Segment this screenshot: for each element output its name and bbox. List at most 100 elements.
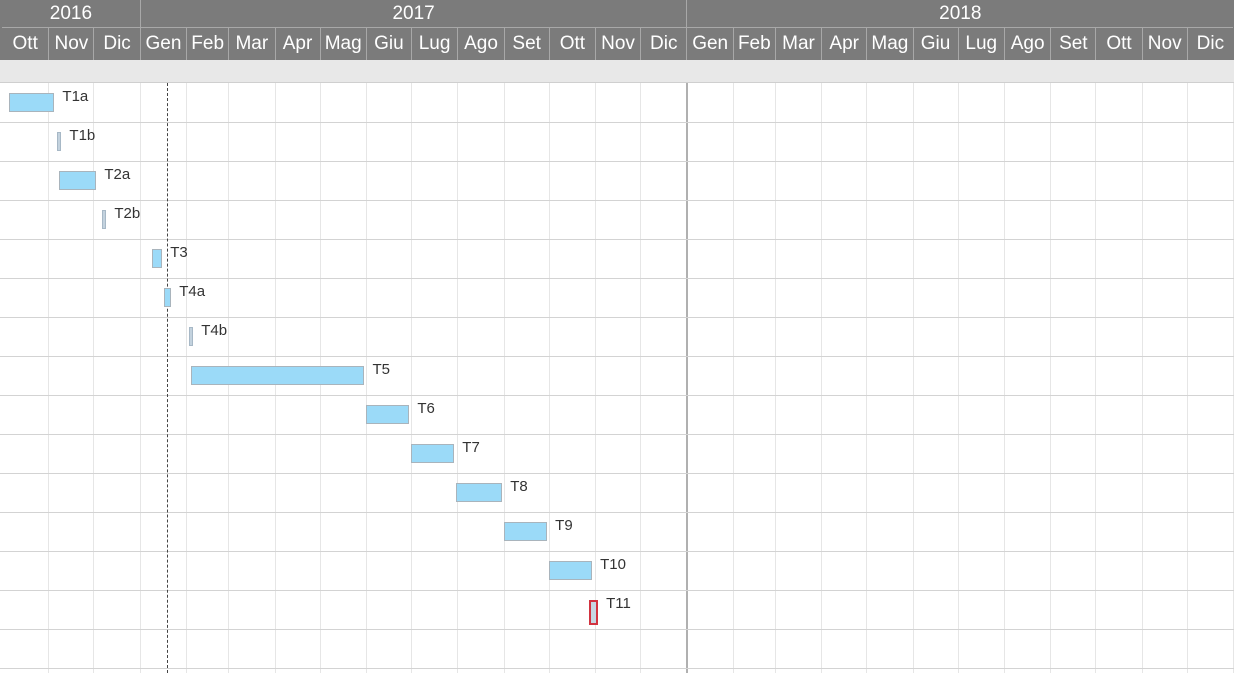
month-header-cell: Mar [774,28,821,60]
task-label: T1a [62,88,89,105]
month-gridline [93,83,95,673]
month-gridline [595,83,597,673]
row-gridline [0,590,1234,591]
task-label: T4a [179,283,206,300]
month-header-cell: Mag [319,28,366,60]
row-gridline [0,395,1234,396]
task-label: T2b [114,205,141,222]
month-header-cell: Ott [12,33,38,54]
task-label: T9 [555,517,573,534]
month-header-cell: Giu [912,28,958,60]
month-header-cell: Set [503,28,549,60]
month-header-cell: Ago [457,28,503,60]
month-gridline [957,83,959,673]
month-gridline [686,83,689,673]
month-gridline [774,83,776,673]
task-label: T10 [600,556,626,573]
task-label: T11 [606,595,631,612]
row-gridline [0,434,1234,435]
task-bar[interactable] [151,249,163,268]
task-bar[interactable] [163,288,172,307]
task-bar[interactable] [58,171,97,190]
month-gridline [1003,83,1005,673]
task-bar[interactable] [589,600,599,625]
task-bar[interactable] [102,210,107,229]
month-header-cell: Feb [186,28,228,60]
timeline-subheader-band [0,60,1234,83]
month-header-cell: Apr [821,28,866,60]
month-gridline [410,83,412,673]
year-header-cell: 2016 [2,0,140,28]
month-header-cell: Feb [732,28,775,60]
month-gridline [1186,83,1188,673]
month-header-cell: Dic [93,28,139,60]
month-gridline [457,83,459,673]
month-header-cell: Ago [1003,28,1050,60]
row-gridline [0,629,1234,630]
month-header-cell: Lug [957,28,1004,60]
month-header-cell: Apr [274,28,320,60]
month-header-cell: Ott [548,28,595,60]
task-bar[interactable] [9,93,55,112]
task-label: T8 [510,478,528,495]
task-bar[interactable] [503,522,548,541]
task-label: T5 [372,361,390,378]
task-bar[interactable] [548,561,593,580]
month-header-cell: Gen [139,28,186,60]
task-label: T7 [462,439,480,456]
row-gridline [0,278,1234,279]
year-header-cell: 2018 [686,0,1234,28]
month-header-cell: Mar [228,28,274,60]
month-header-cell: Ott [1095,28,1141,60]
month-header-cell: Nov [595,28,640,60]
month-gridline [1095,83,1097,673]
year-header-cell: 2017 [139,0,687,28]
task-label: T4b [201,322,228,339]
task-bar[interactable] [189,327,194,346]
task-bar[interactable] [190,366,365,385]
row-gridline [0,356,1234,357]
today-marker-line [166,83,168,673]
timeline-month-header: Ott Nov Dic Gen Feb Mar Apr Mag Giu Lug Ago Set Ott N… [0,28,1234,60]
row-gridline [0,200,1234,201]
month-header-cell: Mag [866,28,912,60]
row-gridline [0,551,1234,552]
month-header-cell: Dic [1186,28,1233,60]
month-gridline [503,83,505,673]
task-bar[interactable] [455,483,503,502]
row-gridline [0,239,1234,240]
month-gridline [139,83,141,673]
row-gridline [0,668,1234,669]
row-gridline [0,161,1234,162]
month-gridline [866,83,868,673]
task-bar[interactable] [365,405,410,424]
month-header-cell: Dic [640,28,686,60]
row-gridline [0,317,1234,318]
task-label: T3 [170,244,188,261]
row-gridline [0,473,1234,474]
month-header-cell: Giu [365,28,411,60]
month-gridline [732,83,734,673]
task-bar[interactable] [410,444,455,463]
month-header-cell: Nov [1141,28,1187,60]
row-gridline [0,512,1234,513]
month-header-cell: Gen [686,28,732,60]
task-label: T1b [69,127,96,144]
task-bar[interactable] [57,132,62,151]
timeline-year-header: 2016 2017 2018 [0,0,1234,28]
month-gridline [365,83,367,673]
month-gridline [1141,83,1143,673]
task-label: T2a [104,166,131,183]
row-gridline [0,122,1234,123]
month-gridline [186,83,188,673]
month-header-cell: Nov [48,28,93,60]
month-header-cell: Set [1050,28,1095,60]
month-gridline [48,83,50,673]
month-header-cell: Lug [410,28,457,60]
task-label: T6 [417,400,435,417]
month-gridline [1050,83,1052,673]
month-gridline [821,83,823,673]
month-gridline [640,83,642,673]
month-gridline [548,83,550,673]
